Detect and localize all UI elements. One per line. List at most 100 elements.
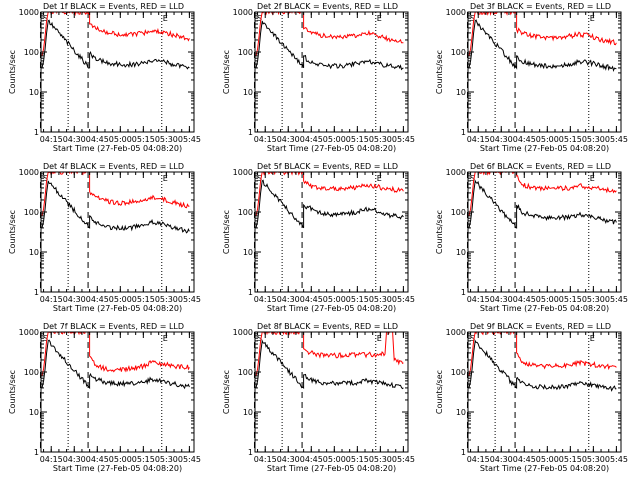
x-tick-label: 04:30 xyxy=(490,295,513,304)
end-annotation: E xyxy=(163,14,168,23)
x-tick-label: 04:30 xyxy=(490,135,513,144)
end-annotation: E xyxy=(377,174,382,183)
end-annotation: E xyxy=(590,174,595,183)
x-axis-label: Start Time (27-Feb-05 04:08:20) xyxy=(53,144,182,153)
x-tick-label: 05:30 xyxy=(369,455,392,464)
y-tick-label: 10 xyxy=(456,248,466,257)
x-tick-label: 04:45 xyxy=(86,135,109,144)
x-tick-label: 05:15 xyxy=(132,295,155,304)
x-tick-label: 05:45 xyxy=(178,455,201,464)
end-annotation: E xyxy=(163,174,168,183)
start-annotation: S xyxy=(470,334,475,343)
panel-title: Det 3f BLACK = Events, RED = LLD xyxy=(470,2,611,11)
x-tick-label: 05:00 xyxy=(323,295,346,304)
x-tick-label: 05:45 xyxy=(392,135,415,144)
y-tick-label: 1 xyxy=(248,128,253,137)
y-tick-label: 1 xyxy=(34,448,39,457)
detector-panel-7: Det 7f BLACK = Events, RED = LLD S E 1 10 100… xyxy=(8,322,201,473)
y-axis-label: Counts/sec xyxy=(435,50,444,94)
x-tick-label: 05:30 xyxy=(582,135,605,144)
x-tick-label: 04:45 xyxy=(86,455,109,464)
x-tick-label: 05:15 xyxy=(346,455,369,464)
x-tick-label: 04:15 xyxy=(40,455,63,464)
plot-frame xyxy=(467,171,622,293)
x-tick-label: 05:00 xyxy=(109,135,132,144)
plot-frame xyxy=(467,11,622,133)
start-annotation: S xyxy=(257,174,262,183)
y-tick-label: 1 xyxy=(34,288,39,297)
y-axis-label: Counts/sec xyxy=(435,210,444,254)
x-tick-label: 05:45 xyxy=(178,295,201,304)
x-tick-label: 05:15 xyxy=(559,135,582,144)
x-axis-label: Start Time (27-Feb-05 04:08:20) xyxy=(480,464,609,473)
events-series-line xyxy=(41,339,190,390)
x-tick-label: 04:45 xyxy=(513,455,536,464)
start-annotation: S xyxy=(43,174,48,183)
y-tick-label: 100 xyxy=(24,208,39,217)
x-tick-label: 05:45 xyxy=(605,455,628,464)
y-axis-label: Counts/sec xyxy=(222,370,231,414)
plot-frame xyxy=(254,171,409,293)
x-tick-label: 05:00 xyxy=(323,455,346,464)
y-tick-label: 100 xyxy=(24,368,39,377)
x-tick-label: 04:15 xyxy=(40,295,63,304)
detector-panel-2: Det 2f BLACK = Events, RED = LLD S E 1 10 100… xyxy=(222,2,415,153)
lld-series-line xyxy=(41,12,190,57)
panel-title: Det 2f BLACK = Events, RED = LLD xyxy=(257,2,398,11)
lld-series-line xyxy=(468,332,617,377)
x-axis-label: Start Time (27-Feb-05 04:08:20) xyxy=(267,304,396,313)
y-tick-label: 10 xyxy=(243,408,253,417)
x-tick-label: 05:30 xyxy=(369,135,392,144)
y-tick-label: 1000 xyxy=(19,328,39,337)
x-tick-label: 05:15 xyxy=(559,455,582,464)
y-tick-label: 1 xyxy=(248,448,253,457)
events-series-line xyxy=(41,19,190,70)
plot-frame xyxy=(40,171,195,293)
x-axis-label: Start Time (27-Feb-05 04:08:20) xyxy=(267,464,396,473)
events-series-line xyxy=(255,20,404,71)
lld-series-line xyxy=(255,172,404,217)
x-tick-label: 05:30 xyxy=(155,135,178,144)
events-series-line xyxy=(468,339,617,392)
plot-frame xyxy=(40,331,195,453)
panel-title: Det 7f BLACK = Events, RED = LLD xyxy=(43,322,184,331)
x-tick-label: 05:45 xyxy=(178,135,201,144)
y-tick-label: 10 xyxy=(456,88,466,97)
panel-title: Det 8f BLACK = Events, RED = LLD xyxy=(257,322,398,331)
x-tick-label: 05:30 xyxy=(582,295,605,304)
x-tick-label: 05:15 xyxy=(559,295,582,304)
y-tick-label: 1000 xyxy=(233,8,253,17)
detector-panel-8: Det 8f BLACK = Events, RED = LLD S E 1 10 100… xyxy=(222,322,415,473)
y-tick-label: 100 xyxy=(238,208,253,217)
y-tick-label: 1000 xyxy=(19,168,39,177)
end-annotation: E xyxy=(377,14,382,23)
x-tick-label: 05:00 xyxy=(536,455,559,464)
x-tick-label: 05:00 xyxy=(109,295,132,304)
x-tick-label: 05:15 xyxy=(346,135,369,144)
events-series-line xyxy=(41,180,190,234)
lld-series-line xyxy=(468,12,617,57)
events-series-line xyxy=(255,339,404,390)
panel-title: Det 9f BLACK = Events, RED = LLD xyxy=(470,322,611,331)
x-tick-label: 04:45 xyxy=(300,135,323,144)
x-tick-label: 04:30 xyxy=(63,295,86,304)
x-tick-label: 05:00 xyxy=(109,455,132,464)
panel-title: Det 6f BLACK = Events, RED = LLD xyxy=(470,162,611,171)
start-annotation: S xyxy=(257,334,262,343)
lld-series-line xyxy=(41,172,190,217)
y-tick-label: 1 xyxy=(248,288,253,297)
x-tick-label: 04:45 xyxy=(300,295,323,304)
x-tick-label: 04:30 xyxy=(277,455,300,464)
x-tick-label: 05:00 xyxy=(536,295,559,304)
x-tick-label: 04:45 xyxy=(513,135,536,144)
panel-title: Det 4f BLACK = Events, RED = LLD xyxy=(43,162,184,171)
plot-frame xyxy=(467,331,622,453)
end-annotation: E xyxy=(590,334,595,343)
x-tick-label: 05:00 xyxy=(323,135,346,144)
plot-frame xyxy=(254,11,409,133)
x-axis-label: Start Time (27-Feb-05 04:08:20) xyxy=(267,144,396,153)
start-annotation: S xyxy=(470,14,475,23)
x-axis-label: Start Time (27-Feb-05 04:08:20) xyxy=(53,464,182,473)
y-tick-label: 1000 xyxy=(233,328,253,337)
detector-panel-4: Det 4f BLACK = Events, RED = LLD S E 1 10 100… xyxy=(8,162,201,313)
